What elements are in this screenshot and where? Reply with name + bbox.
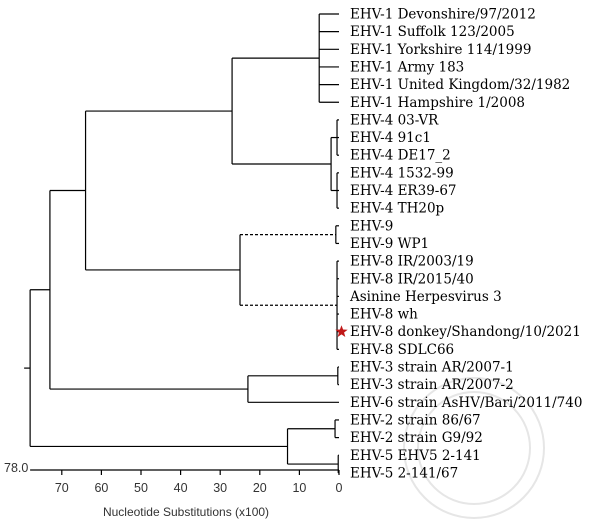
axis-tick-label: 0 — [336, 481, 343, 495]
star-icon — [335, 325, 348, 337]
taxon-label: EHV-8 IR/2003/19 — [350, 254, 474, 270]
taxon-label: EHV-1 Hampshire 1/2008 — [350, 95, 525, 111]
taxon-label: EHV-6 strain AsHV/Bari/2011/740 — [350, 395, 582, 411]
axis-tick-label: 30 — [213, 481, 227, 495]
taxon-label: EHV-4 DE17_2 — [350, 148, 451, 164]
axis-title: Nucleotide Substitutions (x100) — [103, 505, 269, 519]
taxon-label: EHV-3 strain AR/2007-1 — [350, 360, 514, 376]
taxon-label: EHV-9 — [350, 218, 393, 234]
axis-tick-label: 10 — [292, 481, 306, 495]
taxon-label: EHV-4 91c1 — [350, 130, 431, 146]
taxon-label: EHV-5 2-141/67 — [350, 465, 458, 481]
axis-tick-label: 20 — [253, 481, 267, 495]
axis-tick-label: 70 — [55, 481, 69, 495]
axis-tick-label: 60 — [94, 481, 108, 495]
watermark-seal — [403, 377, 545, 519]
taxon-label: EHV-8 SDLC66 — [350, 342, 454, 358]
taxon-label: EHV-3 strain AR/2007-2 — [350, 377, 514, 393]
taxon-label: EHV-4 TH20p — [350, 201, 444, 217]
scale-top-label: 78.0 — [4, 461, 28, 475]
substitution-axis: 78.0 Nucleotide Substitutions (x100) 70 6… — [4, 461, 343, 519]
taxon-label: EHV-8 donkey/Shandong/10/2021 — [350, 324, 581, 340]
axis-tick-label: 50 — [134, 481, 148, 495]
taxon-label: EHV-1 United Kingdom/32/1982 — [350, 77, 570, 93]
taxon-label: EHV-4 1532-99 — [350, 165, 454, 181]
taxon-label: EHV-2 strain 86/67 — [350, 412, 481, 428]
axis-tick-label: 40 — [174, 481, 188, 495]
taxon-label: EHV-4 03-VR — [350, 112, 439, 128]
taxon-label: EHV-4 ER39-67 — [350, 183, 457, 199]
taxon-label: EHV-2 strain G9/92 — [350, 430, 483, 446]
taxon-label: EHV-1 Army 183 — [350, 59, 464, 75]
taxon-label: EHV-9 WP1 — [350, 236, 429, 252]
highlight-marker — [335, 325, 348, 337]
tree-branches — [24, 13, 339, 474]
taxon-label: EHV-1 Devonshire/97/2012 — [350, 7, 536, 23]
taxon-label: EHV-8 IR/2015/40 — [350, 271, 474, 287]
taxon-label: EHV-1 Yorkshire 114/1999 — [350, 42, 531, 58]
taxon-label: EHV-5 EHV5 2-141 — [350, 448, 481, 464]
taxon-label: EHV-8 wh — [350, 307, 418, 323]
taxon-label: EHV-1 Suffolk 123/2005 — [350, 24, 515, 40]
taxon-label: Asinine Herpesvirus 3 — [349, 289, 502, 305]
